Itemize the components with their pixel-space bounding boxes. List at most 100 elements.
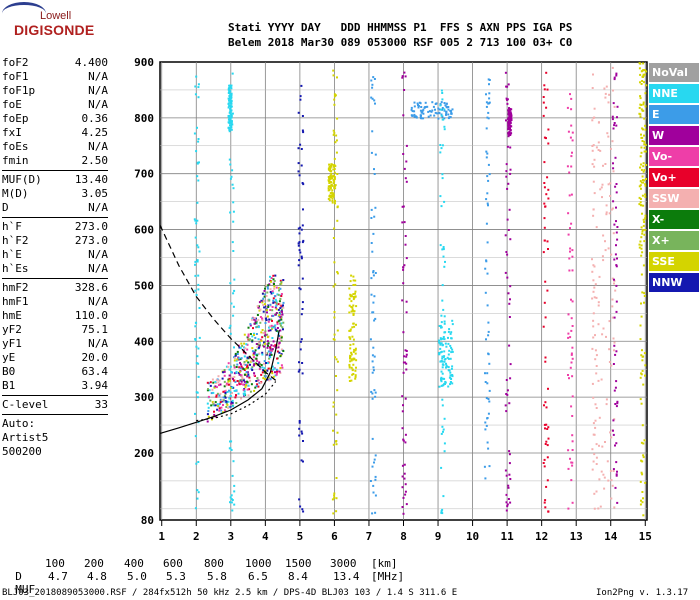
echo-point	[222, 390, 225, 393]
echo-point	[592, 396, 595, 399]
echo-point	[245, 371, 248, 374]
y-tick-label: 500	[134, 279, 154, 292]
echo-point	[593, 158, 596, 161]
echo-point	[261, 317, 263, 320]
echo-point	[194, 85, 197, 88]
param-row: foEp 0.36	[2, 112, 108, 126]
echo-point	[544, 499, 547, 502]
echo-point	[354, 369, 357, 372]
echo-point	[486, 382, 489, 385]
echo-point	[505, 251, 508, 253]
echo-point	[327, 179, 330, 182]
echo-point	[332, 401, 335, 404]
echo-point	[441, 377, 444, 380]
echo-point	[592, 208, 595, 211]
echo-point	[277, 346, 280, 349]
echo-point	[442, 246, 445, 248]
echo-point	[441, 355, 444, 358]
echo-point	[442, 247, 445, 250]
echo-point	[335, 134, 338, 137]
echo-point	[545, 106, 548, 109]
echo-point	[506, 187, 509, 190]
echo-point	[354, 279, 357, 282]
echo-point	[571, 249, 574, 252]
echo-point	[246, 356, 249, 359]
echo-point	[640, 441, 643, 444]
echo-point	[335, 477, 338, 479]
echo-point	[374, 272, 377, 274]
echo-point	[253, 322, 256, 325]
echo-point	[336, 173, 339, 175]
echo-point	[440, 321, 443, 324]
echo-point	[209, 399, 212, 402]
echo-point	[642, 69, 645, 71]
echo-point	[505, 501, 508, 504]
echo-point	[222, 371, 225, 374]
echo-point	[229, 90, 232, 93]
echo-point	[350, 300, 353, 303]
echo-point	[269, 303, 272, 306]
echo-point	[487, 117, 490, 120]
echo-point	[194, 263, 196, 266]
echo-point	[610, 208, 613, 211]
echo-point	[230, 87, 233, 90]
echo-point	[225, 402, 228, 405]
echo-point	[641, 369, 644, 372]
echo-point	[639, 480, 642, 483]
echo-point	[487, 334, 490, 337]
echo-point	[484, 291, 487, 294]
echo-point	[251, 366, 254, 369]
echo-point	[336, 431, 339, 434]
echo-point	[641, 349, 643, 352]
echo-point	[335, 440, 338, 442]
echo-point	[507, 119, 510, 122]
echo-point	[638, 112, 641, 115]
echo-point	[228, 326, 231, 329]
param-row: foE N/A	[2, 98, 108, 112]
echo-point	[570, 222, 573, 225]
echo-point	[236, 380, 239, 382]
echo-point	[642, 497, 644, 500]
echo-point	[335, 151, 338, 154]
x-tick-label: 6	[331, 530, 338, 543]
echo-point	[256, 377, 259, 380]
echo-point	[227, 97, 230, 100]
echo-point	[543, 226, 546, 229]
echo-point	[275, 312, 278, 314]
muf-value: 5.0	[127, 570, 147, 583]
echo-point	[228, 130, 231, 133]
echo-point	[332, 193, 335, 196]
echo-point	[643, 292, 646, 295]
echo-point	[546, 289, 549, 292]
param-value: N/A	[88, 98, 108, 111]
echo-point	[272, 301, 275, 304]
echo-point	[508, 122, 511, 125]
echo-point	[486, 304, 489, 307]
echo-point	[441, 173, 444, 176]
echo-point	[508, 302, 511, 305]
echo-point	[451, 323, 454, 326]
echo-point	[328, 177, 331, 179]
echo-point	[298, 361, 300, 364]
echo-point	[278, 311, 281, 314]
echo-point	[615, 191, 618, 194]
echo-point	[262, 377, 265, 380]
logo-digisonde-text: DIGISONDE	[14, 22, 95, 38]
echo-point	[402, 331, 405, 334]
echo-point	[249, 379, 252, 382]
echo-point	[508, 115, 511, 118]
echo-point	[422, 117, 425, 120]
echo-point	[447, 108, 450, 111]
echo-point	[440, 205, 443, 208]
echo-point	[255, 385, 258, 388]
echo-point	[614, 486, 617, 489]
echo-point	[195, 150, 198, 153]
echo-point	[571, 357, 574, 360]
echo-point	[450, 337, 453, 340]
echo-point	[330, 177, 333, 180]
echo-point	[569, 136, 572, 139]
echo-point	[269, 275, 271, 278]
echo-point	[276, 350, 279, 353]
echo-point	[608, 320, 611, 323]
echo-point	[543, 202, 546, 205]
